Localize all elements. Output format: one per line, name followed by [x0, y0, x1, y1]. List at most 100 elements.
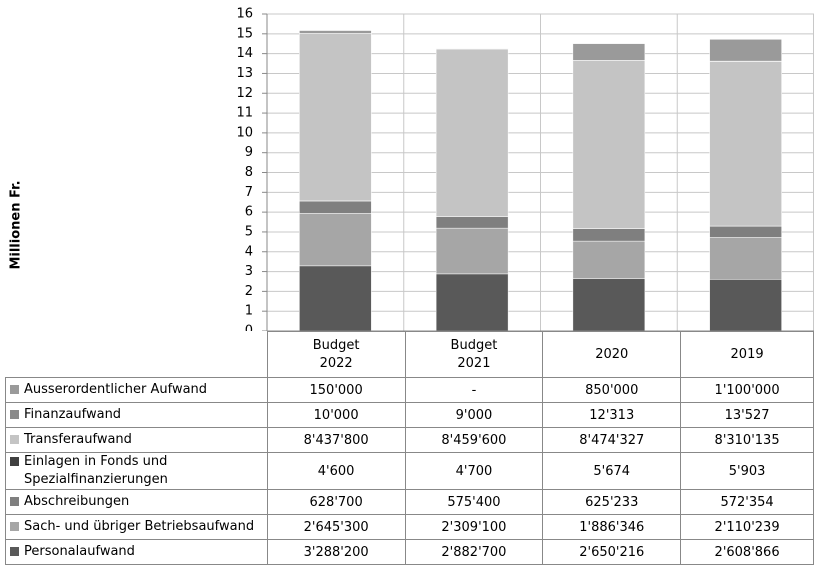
table-row: Sach- und übriger Betriebsaufwand 2'645'3…: [5, 514, 814, 540]
value-cell: 2'608'866: [680, 539, 814, 565]
bar-segment: [299, 213, 372, 267]
value-cell: 2'645'300: [266, 514, 406, 540]
y-tick-label: 11: [236, 106, 253, 121]
legend-label: Personalaufwand: [24, 544, 135, 559]
table-row: Finanzaufwand 10'000 9'000 12'313 13'527: [5, 402, 814, 428]
value-cell: 1'100'000: [680, 377, 814, 403]
y-tick-label: 2: [245, 284, 253, 299]
value-cell: 9'000: [404, 402, 544, 428]
legend-swatch: [10, 547, 19, 556]
legend-swatch: [10, 497, 19, 506]
bar-segment: [435, 273, 509, 331]
legend-label: Finanzaufwand: [24, 407, 122, 422]
value-cell: 10'000: [266, 402, 406, 428]
value-cell: 8'437'800: [266, 427, 406, 453]
value-cell: 625'233: [542, 489, 682, 515]
legend-cell: Finanzaufwand: [5, 402, 268, 428]
y-tick-label: 12: [236, 86, 253, 101]
value-cell: 8'459'600: [404, 427, 544, 453]
legend-label: Transferaufwand: [24, 432, 132, 447]
y-tick-label: 16: [236, 7, 253, 22]
table-row: Ausserordentlicher Aufwand 150'000-850'00…: [5, 377, 814, 403]
y-axis-title: Millionen Fr.: [9, 180, 24, 269]
legend-swatch: [10, 522, 19, 531]
header-row: Budget 2022 Budget 2021 2020 2019: [5, 331, 814, 378]
table-row: Personalaufwand 3'288'200 2'882'700 2'650'2…: [5, 539, 814, 565]
x-tick-label: Budget 2022: [266, 331, 406, 378]
corner-cell: [5, 331, 268, 378]
legend-cell: Abschreibungen: [5, 489, 268, 515]
bar-segment: [299, 33, 372, 202]
value-cell: 1'886'346: [542, 514, 682, 540]
legend-item: Finanzaufwand: [10, 406, 263, 424]
legend-label: Ausserordentlicher Aufwand: [24, 382, 208, 397]
bar-segment: [572, 43, 646, 61]
y-tick-label: 10: [236, 125, 253, 140]
y-tick-label: 7: [245, 185, 253, 200]
bar-segment: [572, 240, 646, 279]
value-cell: 4'700: [404, 452, 544, 490]
legend-cell: Transferaufwand: [5, 427, 268, 453]
y-tick-label: 9: [245, 145, 253, 160]
legend-cell: Ausserordentlicher Aufwand: [5, 377, 268, 403]
value-cell: -: [404, 377, 544, 403]
legend-swatch: [10, 457, 19, 466]
legend-swatch: [10, 385, 19, 394]
y-tick-label: 1: [245, 304, 253, 319]
bar-segment: [572, 60, 646, 229]
value-cell: 150'000: [266, 377, 406, 403]
bar-segment: [299, 200, 372, 214]
value-cell: 575'400: [404, 489, 544, 515]
value-cell: 2'882'700: [404, 539, 544, 565]
value-cell: 8'310'135: [680, 427, 814, 453]
legend-label: Sach- und übriger Betriebsaufwand: [24, 519, 255, 534]
bar-segment: [435, 227, 509, 275]
y-tick-label: 0: [245, 324, 253, 332]
y-tick-label: 13: [236, 66, 253, 81]
data-table: Budget 2022 Budget 2021 2020 2019 Ausserorde…: [5, 331, 814, 565]
value-cell: 2'110'239: [680, 514, 814, 540]
legend-item: Abschreibungen: [10, 493, 263, 511]
value-cell: 2'650'216: [542, 539, 682, 565]
y-tick-label: 5: [245, 224, 253, 239]
value-cell: 12'313: [542, 402, 682, 428]
value-cell: 2'309'100: [404, 514, 544, 540]
value-cell: 5'674: [542, 452, 682, 490]
value-cell: 850'000: [542, 377, 682, 403]
bar-segment: [299, 30, 372, 34]
table-row: Einlagen in Fonds und Spezialfinanzierun…: [5, 452, 814, 490]
y-tick-label: 14: [236, 46, 253, 61]
legend-swatch: [10, 435, 19, 444]
value-cell: 4'600: [266, 452, 406, 490]
legend-item: Transferaufwand: [10, 431, 263, 449]
bar-segment: [709, 225, 782, 238]
value-cell: 628'700: [266, 489, 406, 515]
y-tick-label: 15: [236, 26, 253, 41]
legend-swatch: [10, 410, 19, 419]
bar-segment: [572, 228, 646, 242]
bar-segment: [709, 279, 782, 331]
y-tick-label: 3: [245, 264, 253, 279]
table-row: Abschreibungen 628'700 575'400 625'233 572'3…: [5, 489, 814, 515]
bar-segment: [709, 61, 782, 227]
bar-segment: [709, 237, 782, 280]
table-row: Transferaufwand 8'437'800 8'459'600 8'474'3…: [5, 427, 814, 453]
legend-cell: Sach- und übriger Betriebsaufwand: [5, 514, 268, 540]
y-tick-label: 6: [245, 205, 253, 220]
bar-segment: [572, 278, 646, 331]
legend-item: Ausserordentlicher Aufwand: [10, 381, 263, 399]
legend-cell: Einlagen in Fonds und Spezialfinanzierun…: [5, 452, 268, 490]
value-cell: 3'288'200: [266, 539, 406, 565]
bar-segment: [435, 48, 509, 217]
value-cell: 13'527: [680, 402, 814, 428]
bar-segment: [435, 216, 509, 229]
value-cell: 572'354: [680, 489, 814, 515]
value-cell: 8'474'327: [542, 427, 682, 453]
y-tick-label: 8: [245, 165, 253, 180]
legend-label: Abschreibungen: [24, 494, 130, 509]
x-tick-label: 2020: [542, 331, 682, 378]
y-tick-label: 4: [245, 244, 253, 259]
x-tick-label: Budget 2021: [404, 331, 544, 378]
